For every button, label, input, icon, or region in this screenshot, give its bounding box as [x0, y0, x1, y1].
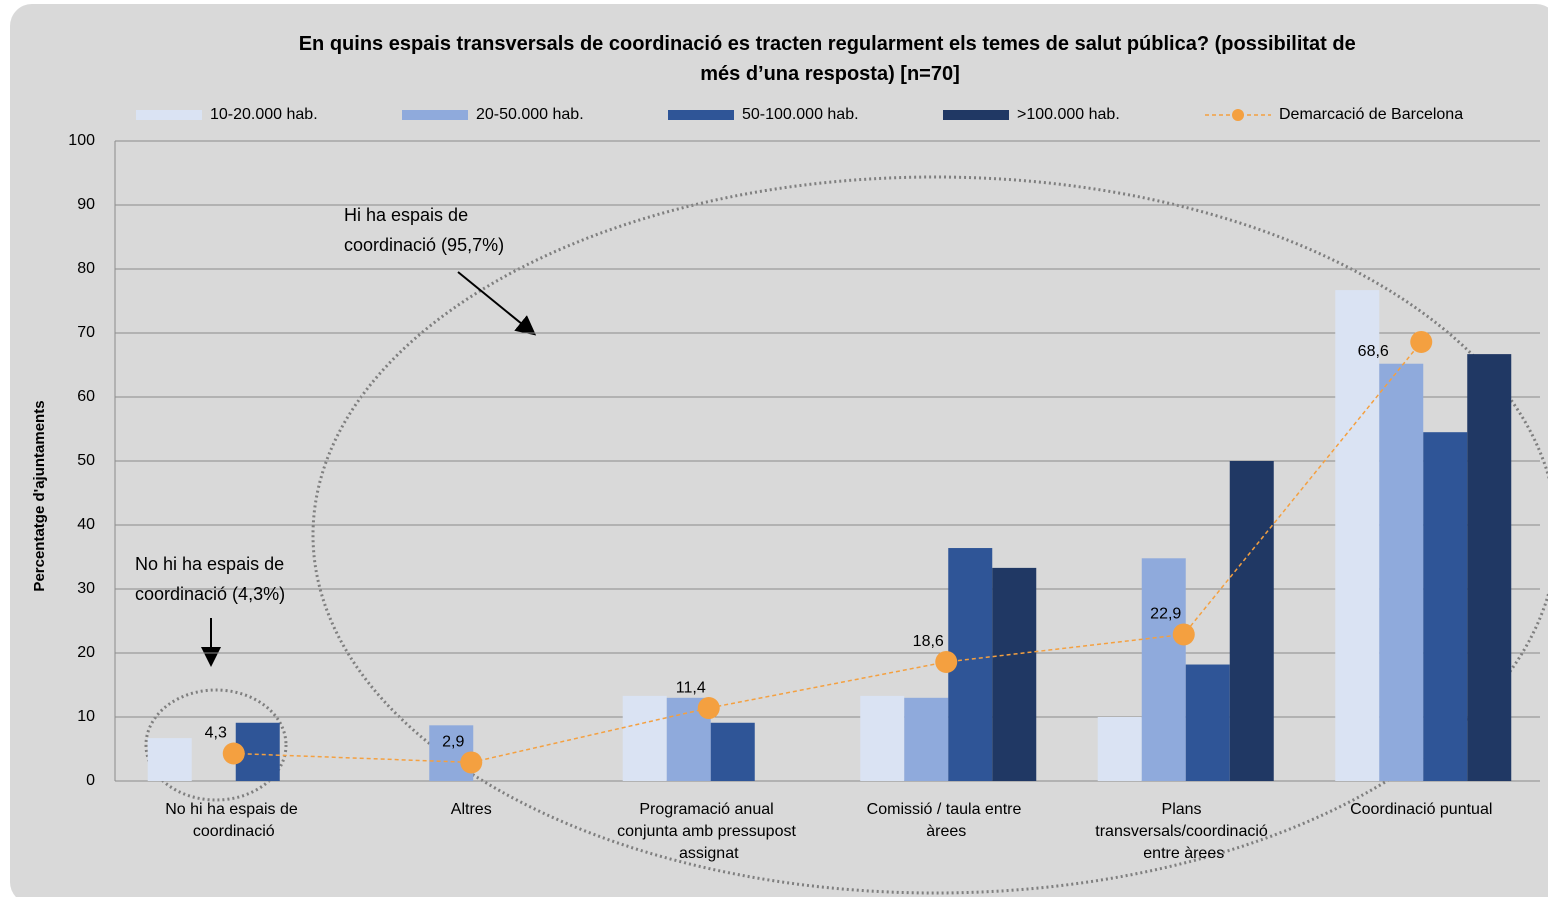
legend-label: Demarcació de Barcelona	[1279, 106, 1463, 123]
x-tick-label: Coordinació puntual	[1350, 801, 1492, 818]
data-label: 68,6	[1358, 343, 1389, 360]
line-marker	[222, 742, 245, 765]
bar	[1423, 432, 1468, 781]
y-tick-label: 70	[77, 324, 95, 341]
annotation: No hi ha espais de coordinació (4,3%)	[135, 554, 289, 604]
legend-label: 10-20.000 hab.	[210, 106, 318, 123]
legend-swatch	[943, 110, 1009, 120]
annotation: Hi ha espais de coordinació (95,7%)	[344, 205, 504, 255]
y-tick-label: 90	[77, 196, 95, 213]
chart-title: En quins espais transversals de coordina…	[299, 33, 1362, 85]
legend-label: 20-50.000 hab.	[476, 106, 584, 123]
legend-swatch	[136, 110, 202, 120]
bar	[1467, 354, 1512, 781]
legend-swatch	[402, 110, 468, 120]
data-label: 11,4	[676, 679, 706, 696]
bar	[992, 567, 1037, 781]
x-tick-label: Comissió / taula entre àrees	[867, 801, 1026, 840]
bar	[1229, 461, 1274, 781]
line-marker	[1410, 330, 1433, 353]
y-axis-label: Percentatge d'ajuntaments	[31, 400, 48, 591]
data-label: 18,6	[913, 633, 944, 650]
bar	[1141, 558, 1186, 781]
data-label: 2,9	[442, 734, 464, 751]
data-label: 4,3	[205, 725, 227, 742]
legend-marker	[1232, 109, 1244, 121]
ellipse-big	[311, 175, 1548, 895]
line-marker	[1172, 623, 1195, 646]
x-tick-label: Plans transversals/coordinació entre àre…	[1095, 801, 1272, 862]
bar	[904, 697, 949, 781]
bar	[1379, 363, 1424, 781]
y-tick-label: 20	[77, 644, 95, 661]
legend-label: >100.000 hab.	[1017, 106, 1120, 123]
arrow	[457, 271, 537, 336]
x-tick-label: Programació anual conjunta amb pressupos…	[617, 801, 800, 862]
bar	[1097, 717, 1142, 781]
bar	[1335, 290, 1380, 781]
x-tick-label: Altres	[451, 801, 492, 818]
bar	[1185, 664, 1230, 781]
bar	[622, 695, 667, 781]
legend-swatch	[668, 110, 734, 120]
y-tick-label: 100	[68, 132, 95, 149]
bar	[710, 722, 755, 781]
line-marker	[460, 751, 483, 774]
y-tick-label: 50	[77, 452, 95, 469]
data-label: 22,9	[1150, 606, 1181, 623]
ellipse-small	[144, 688, 288, 802]
line	[233, 341, 1422, 764]
y-tick-label: 30	[77, 580, 95, 597]
line-marker	[935, 650, 958, 673]
y-tick-label: 40	[77, 516, 95, 533]
y-tick-label: 80	[77, 260, 95, 277]
y-tick-label: 0	[86, 772, 95, 789]
y-tick-label: 60	[77, 388, 95, 405]
bar	[860, 695, 905, 781]
legend-label: 50-100.000 hab.	[742, 106, 859, 123]
y-tick-label: 10	[77, 708, 95, 725]
bar	[147, 738, 192, 781]
line-marker	[697, 697, 720, 720]
x-tick-label: No hi ha espais de coordinació	[165, 801, 302, 840]
